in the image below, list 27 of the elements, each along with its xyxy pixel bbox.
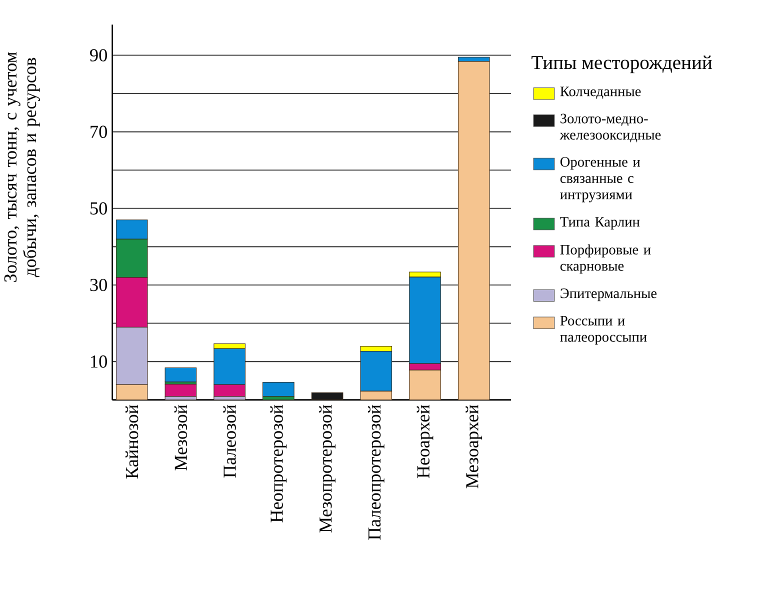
y-tick-label: 30 [90, 278, 107, 291]
x-tick-label: Неоархей [416, 404, 434, 478]
legend-label: Порфировые и скарновые [560, 244, 651, 274]
y-tick-label: 70 [90, 125, 107, 138]
bar [311, 392, 344, 400]
y-tick-label: 10 [91, 355, 107, 368]
legend-label: Орогенные и связанные с интрузиями [560, 156, 640, 202]
bar [262, 382, 294, 396]
bar [164, 367, 197, 382]
x-tick-label: Мезозой [174, 404, 188, 470]
y-axis-title: Золото, тысяч тонн, с учетом добычи, запасов и ресурсов [4, 52, 40, 282]
legend-label: Типа Карлин [560, 216, 640, 230]
x-tick-label: Палеопротерозой [368, 404, 384, 540]
bar [164, 384, 197, 396]
bar [458, 60, 490, 400]
x-tick-label: Кайнозой [126, 404, 138, 478]
y-tick-label: 50 [90, 202, 107, 214]
legend-label: Россыпи и палеороссыпи [560, 316, 647, 344]
y-tick-label: 90 [90, 48, 107, 62]
legend-title: Типы месторождений [532, 55, 712, 73]
x-tick-label: Мезоархей [466, 404, 482, 488]
x-tick-label: Мезопротерозой [319, 404, 336, 532]
x-tick-label: Палеозой [223, 404, 236, 478]
legend-label: Золото-медно-железооксидные [560, 114, 661, 142]
x-tick-label: Неопротерозой [270, 404, 287, 522]
legend-label: Эпитермальные [560, 288, 657, 301]
legend-label: Колчеданные [560, 86, 641, 99]
